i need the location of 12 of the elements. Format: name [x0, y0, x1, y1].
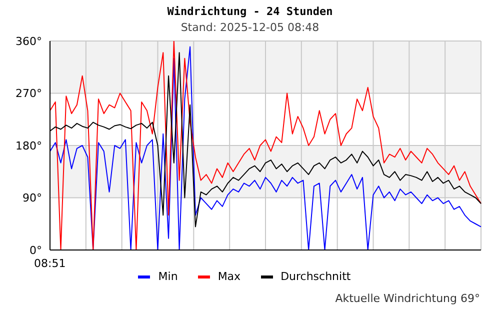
text: Aktuelle Windrichtung 69°	[335, 292, 480, 305]
y-tick-label: 0°	[30, 244, 42, 257]
text: 08:51	[34, 257, 66, 270]
chart-title: Windrichtung - 24 Stunden	[166, 5, 334, 18]
chart-subtitle: Stand: 2025-12-05 08:48	[180, 21, 320, 34]
y-tick-label: 270°	[16, 87, 42, 100]
legend-label: Max	[218, 270, 241, 283]
y-tick-label: 90°	[22, 192, 42, 205]
legend-label: Durchschnitt	[280, 270, 351, 283]
y-tick-label: 360°	[16, 34, 42, 48]
y-tick-label: 180°	[16, 139, 42, 152]
legend-label: Min	[158, 270, 178, 283]
